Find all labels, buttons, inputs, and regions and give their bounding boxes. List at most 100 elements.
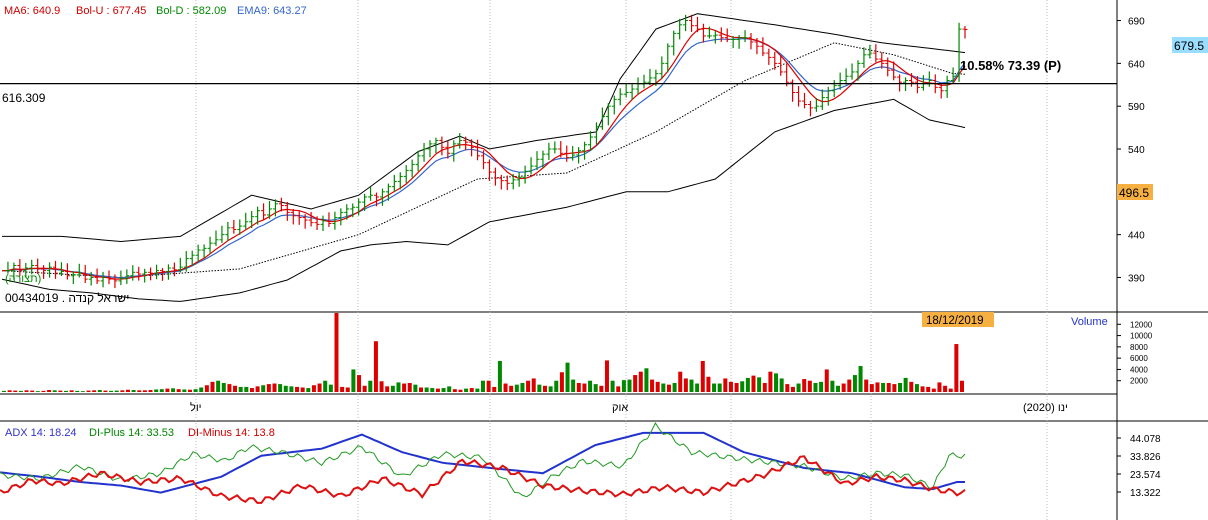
volume-bar <box>182 389 187 392</box>
volume-bar <box>35 391 40 392</box>
indicator-line-adx-14 <box>0 431 965 494</box>
volume-bar <box>666 384 671 392</box>
price-tick-label: 440 <box>1128 231 1145 242</box>
volume-bar <box>390 385 395 392</box>
volume-bar <box>819 381 824 392</box>
volume-bar <box>745 377 750 392</box>
volume-bar <box>340 386 345 392</box>
legend-ma6: MA6: 640.9 <box>4 5 60 17</box>
volume-bar <box>497 360 502 392</box>
volume-bar <box>486 380 491 392</box>
price-tick-label: 540 <box>1128 145 1145 156</box>
volume-bar <box>796 383 801 392</box>
price-tick-label: 690 <box>1128 17 1145 28</box>
main-legend: MA6: 640.9 Bol-U : 677.45 Bol-D : 582.09… <box>4 5 307 17</box>
price-tick-label: 390 <box>1128 273 1145 284</box>
volume-bar <box>610 380 615 392</box>
indicator-legend: ADX 14: 18.24 DI-Plus 14: 33.53 DI-Minus… <box>5 427 275 439</box>
volume-bar <box>571 379 576 392</box>
volume-bar <box>424 387 429 392</box>
volume-bar <box>334 313 339 392</box>
legend-di-minus: DI-Minus 14: 13.8 <box>188 427 275 439</box>
security-name: ישראל קנדה . 00434019 <box>5 291 129 305</box>
volume-bar <box>75 390 80 392</box>
volume-bar <box>103 390 108 392</box>
volume-bar <box>475 388 480 392</box>
volume-bar <box>41 390 46 392</box>
volume-bar <box>58 390 63 392</box>
volume-bar <box>244 386 249 392</box>
volume-bar <box>441 388 446 392</box>
volume-bar <box>526 380 531 392</box>
indicator-tick-label: 44.078 <box>1130 434 1161 445</box>
volume-bar <box>565 362 570 392</box>
volume-bar <box>379 381 384 392</box>
volume-bar <box>362 385 367 392</box>
long-ma-line <box>1 42 966 279</box>
volume-bar <box>2 390 6 392</box>
volume-bar <box>63 390 68 392</box>
volume-bar <box>836 385 841 392</box>
volume-bar <box>593 384 598 392</box>
bollinger-lower-line <box>1 98 966 302</box>
volume-bar <box>86 390 91 392</box>
volume-bar <box>368 380 373 392</box>
legend-di-plus: DI-Plus 14: 33.53 <box>89 427 174 439</box>
volume-bar <box>869 384 874 392</box>
price-candles <box>5 14 968 289</box>
volume-bar <box>717 383 722 392</box>
trend-annotation[interactable]: 10.58% 73.39 (P) <box>960 58 1061 73</box>
volume-bar <box>672 382 677 392</box>
volume-bar <box>193 389 198 392</box>
volume-bar <box>706 376 711 392</box>
volume-bar <box>385 386 390 392</box>
volume-bar <box>345 387 350 392</box>
volume-bar <box>233 385 238 392</box>
volume-bar <box>751 375 756 392</box>
volume-bar <box>926 386 931 392</box>
volume-bar <box>768 371 773 392</box>
volume-bar <box>402 383 407 392</box>
axis-ticks: 3904404905405906406902000400060008000100… <box>1117 17 1161 499</box>
volume-tick-label: 4000 <box>1130 365 1148 374</box>
volume-bar <box>813 382 818 392</box>
volume-bar <box>881 382 886 392</box>
volume-bar <box>723 378 728 392</box>
time-label-jan: ינו (2020) <box>1023 402 1068 414</box>
volume-bar <box>852 375 857 392</box>
volume-bar <box>542 385 547 392</box>
volume-bar <box>824 369 829 392</box>
volume-bar <box>295 386 300 392</box>
volume-bar <box>537 384 542 392</box>
volume-tick-label: 10000 <box>1130 332 1153 341</box>
volume-bar <box>779 378 784 392</box>
volume-bar <box>272 383 277 392</box>
volume-bar <box>599 385 604 392</box>
volume-bar <box>960 380 964 392</box>
volume-bar <box>464 388 469 392</box>
volume-bar <box>199 387 204 392</box>
hline-label: 616.309 <box>2 91 46 105</box>
volume-bar <box>221 382 226 392</box>
volume-bar <box>137 390 142 392</box>
legend-adx: ADX 14: 18.24 <box>5 427 77 439</box>
volume-bar <box>97 390 102 392</box>
volume-bar <box>323 380 328 392</box>
volume-bar <box>109 390 114 392</box>
volume-bar <box>210 381 215 392</box>
volume-bar <box>909 381 914 392</box>
volume-bar <box>875 382 880 392</box>
volume-bar <box>80 391 85 392</box>
last-price-tag: 679.5 <box>1174 39 1204 53</box>
volume-bar <box>289 386 294 392</box>
volume-bar <box>531 378 536 392</box>
volume-bar <box>351 369 356 392</box>
volume-bar <box>419 387 424 392</box>
volume-bar <box>114 390 119 392</box>
indicator-lines <box>0 421 966 504</box>
volume-bar <box>255 386 260 392</box>
volume-bar <box>165 388 170 392</box>
volume-bar <box>69 390 74 392</box>
volume-bar <box>937 382 942 392</box>
